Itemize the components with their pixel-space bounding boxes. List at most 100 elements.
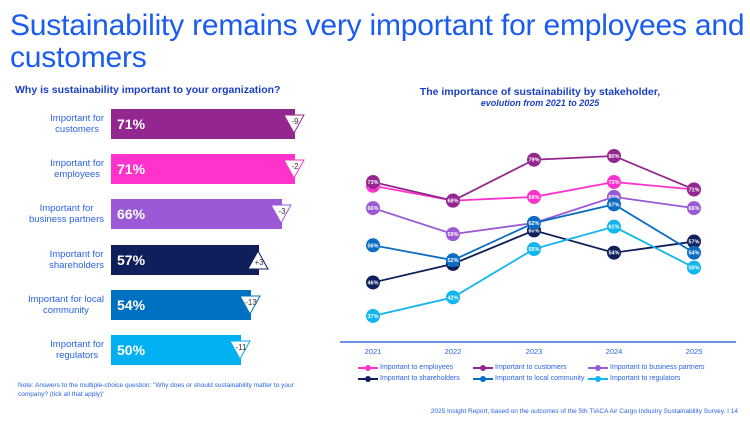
data-point: 55% [527,242,541,256]
data-point-label: 72% [367,184,378,190]
legend-label: Important to business partners [610,364,705,371]
data-point-label: 66% [688,206,699,212]
bar-category-label: Important for regulators [50,339,104,361]
page-footer: 2025 Insight Report, based on the outcom… [430,408,738,415]
trend-down-icon: -11 [228,340,251,360]
trend-down-icon: -9 [283,114,305,134]
data-point-marker [446,256,460,271]
data-point-label: 50% [688,266,699,272]
data-point-label: 68% [447,199,458,205]
trend-change-label: -13 [245,298,257,307]
series-line [372,181,695,202]
data-point: 80% [607,149,621,163]
legend-swatch [473,364,493,371]
page-title: Sustainability remains very important fo… [10,9,745,74]
data-point: 73% [607,175,621,190]
legend-label: Important to local community [495,375,585,382]
data-point: 61% [607,219,621,234]
bar: 57% [111,245,259,275]
data-point-marker [527,215,541,230]
bar-category-label: Important for employees [50,158,104,180]
data-point-marker [446,290,460,305]
bar-row: Important for shareholders 57% +3 [0,245,320,275]
bar: 66% [111,199,283,229]
legend-item: Important to employees [358,364,473,371]
bar-category-label: Important for customers [50,113,104,135]
trend-down-icon: -2 [283,159,305,179]
trend-change-label: -2 [291,162,299,171]
data-point-label: 73% [608,180,619,186]
bar-row: Important for regulators 50% -11 [0,335,320,365]
legend-swatch [358,364,378,371]
x-tick-label: 2022 [445,347,462,356]
data-point: 59% [446,227,460,242]
data-point-label: 71% [688,187,699,193]
series-line [372,203,695,262]
data-point-label: 80% [608,154,619,160]
data-point: 42% [446,290,460,305]
data-point: 54% [687,245,701,260]
data-point-label: 42% [447,295,458,301]
data-point-label: 69% [528,195,539,201]
data-point-label: 54% [608,251,619,257]
data-point-label: 37% [367,314,378,320]
data-point-marker [607,149,621,163]
data-point-label: 56% [367,243,378,249]
legend-label: Important to shareholders [380,375,460,382]
x-tick-label: 2025 [686,347,703,356]
bar-chart-title: Why is sustainability important to your … [15,84,281,96]
data-point-marker [527,215,541,230]
series-line [372,225,695,317]
data-point: 68% [446,193,460,208]
data-point-marker [687,245,701,260]
bar-row: Important for business partners 66% -3 [0,199,320,229]
data-point-label: 59% [447,232,458,238]
data-point: 68% [446,193,460,208]
data-point-marker [527,242,541,256]
data-point: 72% [366,178,380,193]
data-point-label: 55% [528,247,539,253]
bar-value-label: 54% [117,297,146,313]
line-chart-subtitle: evolution from 2021 to 2025 [480,98,600,108]
bar-row: Important for local community 54% -13 [0,290,320,320]
trend-down-icon: -13 [239,295,261,315]
bar-value-label: 50% [117,342,146,358]
data-point-marker [687,260,701,275]
data-point-label: 73% [367,180,378,186]
data-point: 52% [446,253,460,268]
data-point-label: 79% [528,158,539,164]
trend-up-icon: +3 [246,250,269,270]
bar: 71% [111,154,295,184]
data-point-marker [446,227,460,242]
data-point: 56% [366,238,380,253]
series-line [372,229,695,284]
bar-value-label: 66% [117,206,146,222]
data-point-label: 61% [608,225,619,231]
data-point-marker [527,223,541,238]
bar-category-label: Important for shareholders [49,249,104,271]
data-point-label: 51% [447,262,458,268]
line-chart-legend: Important to employees Important to custo… [358,364,738,382]
data-point-label: 69% [608,195,619,201]
footnote: Note: Answers to the multiple-choice que… [18,382,294,398]
trend-change-label: -3 [278,207,286,216]
data-point: 71% [687,182,701,197]
data-point: 51% [446,256,460,271]
data-point: 54% [607,245,621,260]
data-point-marker [607,189,621,204]
x-tick-label: 2021 [365,347,382,356]
data-point-label: 57% [688,240,699,246]
trend-change-label: +3 [254,258,264,267]
bar: 50% [111,335,241,365]
legend-swatch [588,375,608,382]
data-point-label: 62% [528,221,539,227]
data-point-label: 46% [367,280,378,286]
legend-swatch [473,375,493,382]
bar: 71% [111,109,295,139]
legend-item: Important to regulators [588,375,738,382]
x-tick-label: 2024 [606,347,623,356]
data-point-marker [366,238,380,253]
data-point-marker [607,219,621,234]
legend-item: Important to customers [473,364,588,371]
bar-category-label: Important for local community [27,294,104,316]
